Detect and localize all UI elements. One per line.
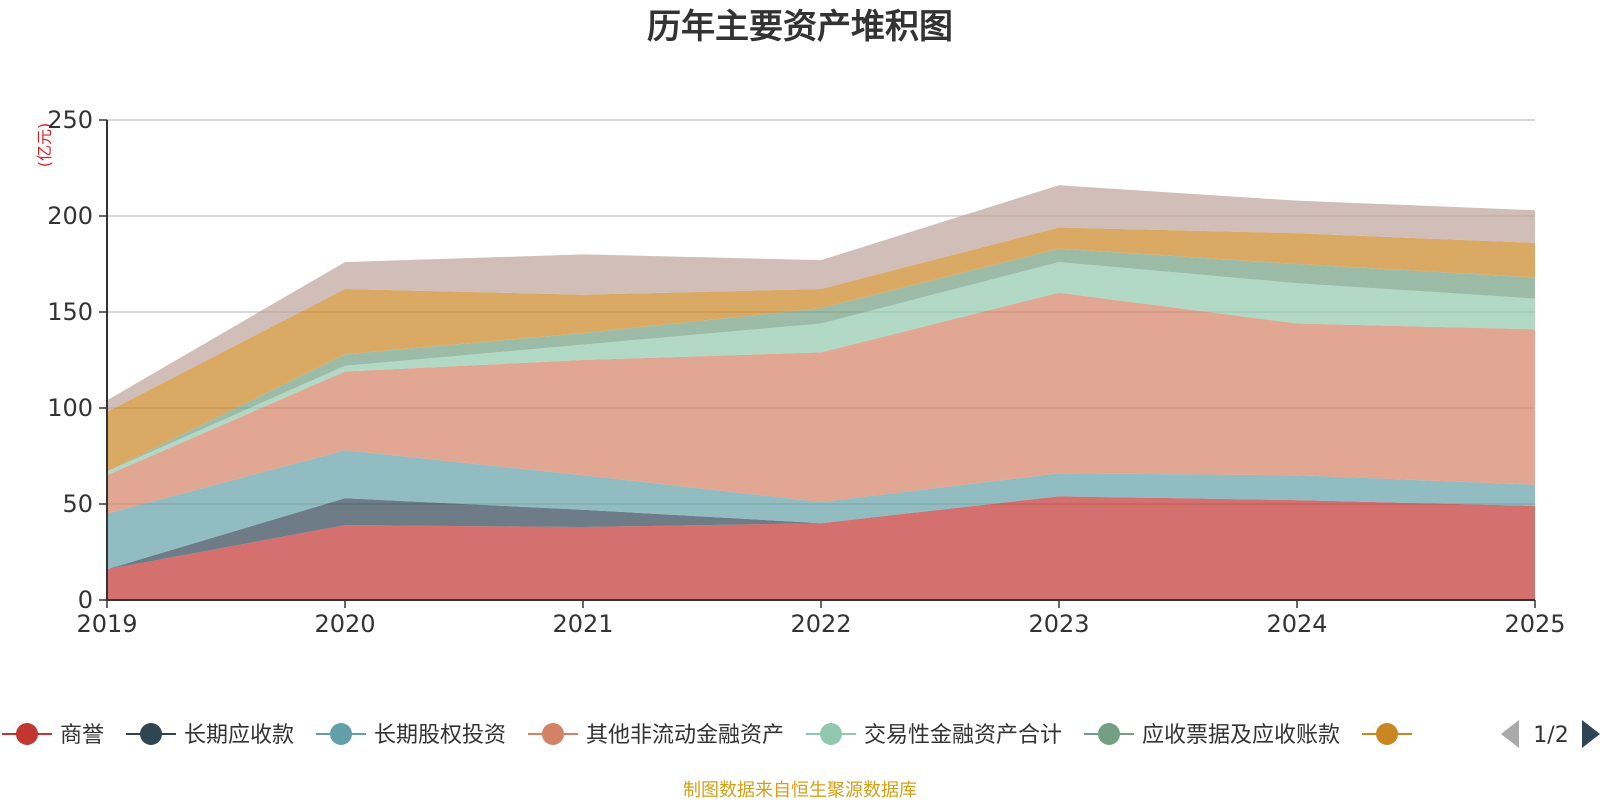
data-source-note: 制图数据来自恒生聚源数据库 bbox=[683, 780, 917, 800]
legend-item-7[interactable] bbox=[1362, 723, 1412, 745]
legend-label: 长期股权投资 bbox=[374, 723, 506, 748]
y-tick-label-100: 100 bbox=[47, 394, 93, 422]
legend-marker bbox=[820, 723, 842, 745]
legend-pager: 1/2 bbox=[1501, 720, 1600, 748]
legend-item-5[interactable]: 交易性金融资产合计 bbox=[806, 723, 1062, 748]
legend-item-2[interactable]: 长期应收款 bbox=[126, 723, 294, 748]
legend-marker bbox=[330, 723, 352, 745]
x-tick-label-2021: 2021 bbox=[552, 610, 613, 638]
area-series-4[interactable] bbox=[107, 292, 1535, 514]
area-series-3[interactable] bbox=[107, 450, 1535, 570]
y-tick-label-50: 50 bbox=[62, 490, 93, 518]
axes: 0 50 100 150 200 250 2019 2020 2021 2022 2023 2024 2… bbox=[47, 106, 1565, 638]
legend-marker bbox=[1376, 723, 1398, 745]
legend-marker bbox=[542, 723, 564, 745]
legend-item-3[interactable]: 长期股权投资 bbox=[316, 723, 506, 748]
area-series-1[interactable] bbox=[107, 496, 1535, 600]
y-axis-unit-label: (亿元) bbox=[35, 123, 54, 168]
x-tick-label-2020: 2020 bbox=[314, 610, 375, 638]
legend-prev-page-icon[interactable] bbox=[1501, 720, 1519, 748]
area-series-8[interactable] bbox=[107, 185, 1535, 412]
legend-label: 交易性金融资产合计 bbox=[864, 723, 1062, 748]
legend-label: 商誉 bbox=[60, 723, 104, 748]
area-series-6[interactable] bbox=[107, 248, 1535, 472]
legend: 商誉 长期应收款 长期股权投资 其他非流动金融资产 交易性金融资产合计 应收票据及应收账款… bbox=[2, 720, 1600, 748]
chart-title: 历年主要资产堆积图 bbox=[647, 7, 953, 47]
legend-marker bbox=[1098, 723, 1120, 745]
legend-page-indicator: 1/2 bbox=[1533, 723, 1568, 748]
y-tick-label-150: 150 bbox=[47, 298, 93, 326]
y-tick-label-200: 200 bbox=[47, 202, 93, 230]
x-tick-label-2025: 2025 bbox=[1504, 610, 1565, 638]
x-tick-label-2023: 2023 bbox=[1028, 610, 1089, 638]
x-tick-label-2024: 2024 bbox=[1266, 610, 1327, 638]
x-tick-label-2019: 2019 bbox=[76, 610, 137, 638]
area-series-7[interactable] bbox=[107, 227, 1535, 472]
area-series bbox=[107, 185, 1535, 600]
legend-item-6[interactable]: 应收票据及应收账款 bbox=[1084, 723, 1340, 748]
y-tick-label-0: 0 bbox=[78, 586, 93, 614]
legend-label: 应收票据及应收账款 bbox=[1142, 723, 1340, 748]
legend-next-page-icon[interactable] bbox=[1582, 720, 1600, 748]
legend-label: 长期应收款 bbox=[184, 723, 294, 748]
y-tick-label-250: 250 bbox=[47, 106, 93, 134]
legend-label: 其他非流动金融资产 bbox=[586, 723, 784, 748]
area-series-2[interactable] bbox=[107, 496, 1535, 570]
legend-marker bbox=[16, 723, 38, 745]
legend-item-1[interactable]: 商誉 bbox=[2, 723, 104, 748]
legend-marker bbox=[140, 723, 162, 745]
legend-item-4[interactable]: 其他非流动金融资产 bbox=[528, 723, 784, 748]
x-tick-label-2022: 2022 bbox=[790, 610, 851, 638]
area-series-5[interactable] bbox=[107, 262, 1535, 476]
